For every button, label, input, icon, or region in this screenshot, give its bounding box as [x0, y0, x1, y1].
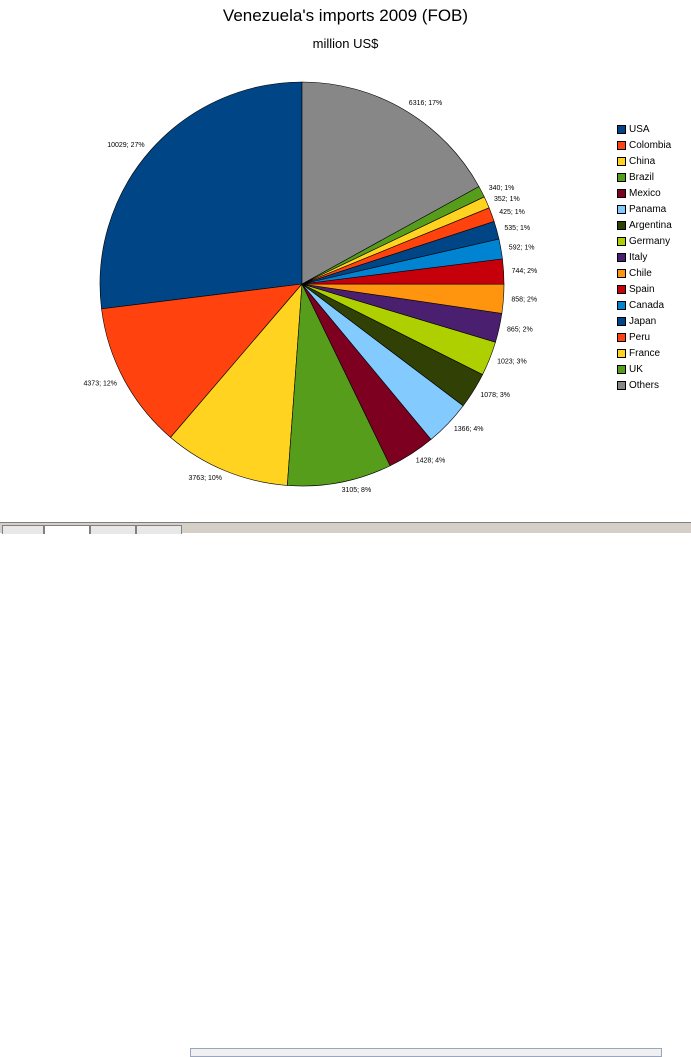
- pie-slice-china: [170, 283, 303, 486]
- legend-swatch: [617, 252, 626, 262]
- legend-label: France: [629, 347, 661, 359]
- legend-item: Colombia: [617, 137, 691, 153]
- pie-slice-colombia: [101, 283, 303, 438]
- legend-item: UK: [617, 361, 691, 377]
- legend-item: Peru: [617, 329, 691, 345]
- slice-label-peru: 425; 1%: [499, 209, 525, 216]
- slice-label-argentina: 1078; 3%: [480, 392, 510, 399]
- slice-label-mexico: 1428; 4%: [416, 458, 446, 465]
- slice-label-brazil: 3105; 8%: [342, 487, 372, 494]
- legend-label: China: [629, 155, 656, 167]
- legend-swatch: [617, 332, 626, 342]
- slice-label-canada: 592; 1%: [509, 245, 535, 252]
- chart-subtitle: million US$: [312, 36, 379, 51]
- legend-swatch: [617, 124, 626, 134]
- legend-label: Colombia: [629, 139, 672, 151]
- legend-swatch: [617, 364, 626, 374]
- horizontal-scrollbar[interactable]: [190, 1048, 662, 1057]
- legend-swatch: [617, 380, 626, 390]
- legend-label: USA: [629, 123, 650, 135]
- legend-swatch: [617, 140, 626, 150]
- legend-swatch: [617, 300, 626, 310]
- slice-label-usa: 10029; 27%: [107, 142, 144, 149]
- legend-label: Chile: [629, 267, 652, 279]
- legend-item: Brazil: [617, 169, 691, 185]
- pie-slices: [99, 81, 505, 487]
- legend-swatch: [617, 348, 626, 358]
- legend-label: Mexico: [629, 187, 661, 199]
- legend-swatch: [617, 172, 626, 182]
- slice-label-chile: 858; 2%: [511, 296, 537, 303]
- chart-legend: USA Colombia China Brazil Mexico Panama Argent…: [617, 121, 691, 393]
- legend-label: UK: [629, 363, 643, 375]
- legend-label: Canada: [629, 299, 665, 311]
- legend-item: USA: [617, 121, 691, 137]
- pie-slice-usa: [99, 81, 303, 310]
- legend-label: Germany: [629, 235, 671, 247]
- legend-label: Spain: [629, 283, 655, 295]
- slice-label-china: 3763; 10%: [189, 475, 222, 482]
- legend-label: Argentina: [629, 219, 672, 231]
- legend-label: Peru: [629, 331, 651, 343]
- legend-item: Italy: [617, 249, 691, 265]
- legend-label: Japan: [629, 315, 657, 327]
- legend-item: France: [617, 345, 691, 361]
- legend-item: Spain: [617, 281, 691, 297]
- legend-label: Others: [629, 379, 660, 391]
- legend-item: Argentina: [617, 217, 691, 233]
- legend-item: Japan: [617, 313, 691, 329]
- legend-item: Canada: [617, 297, 691, 313]
- pie-slice-others: [301, 81, 480, 285]
- slice-label-uk: 340; 1%: [489, 185, 515, 192]
- legend-swatch: [617, 204, 626, 214]
- sheet-tab-bar: [0, 522, 691, 1057]
- slice-label-japan: 535; 1%: [504, 225, 530, 232]
- legend-item: Others: [617, 377, 691, 393]
- sheet-tab[interactable]: [44, 525, 90, 534]
- legend-item: Germany: [617, 233, 691, 249]
- legend-swatch: [617, 188, 626, 198]
- legend-item: Panama: [617, 201, 691, 217]
- legend-item: China: [617, 153, 691, 169]
- slice-label-germany: 1023; 3%: [497, 359, 527, 366]
- legend-label: Brazil: [629, 171, 655, 183]
- slice-label-others: 6316; 17%: [409, 100, 442, 107]
- sheet-tab[interactable]: [136, 525, 182, 534]
- legend-swatch: [617, 220, 626, 230]
- legend-label: Italy: [629, 251, 648, 263]
- slice-label-spain: 744; 2%: [512, 268, 538, 275]
- pie-labels: 10029; 27% 4373; 12% 3763; 10% 3105; 8% 1428…: [84, 100, 538, 494]
- legend-label: Panama: [629, 203, 667, 215]
- legend-item: Mexico: [617, 185, 691, 201]
- sheet-tab[interactable]: [90, 525, 136, 534]
- legend-swatch: [617, 156, 626, 166]
- legend-swatch: [617, 284, 626, 294]
- slice-label-panama: 1366; 4%: [454, 426, 484, 433]
- legend-swatch: [617, 268, 626, 278]
- slice-label-france: 352; 1%: [494, 196, 520, 203]
- legend-swatch: [617, 316, 626, 326]
- legend-item: Chile: [617, 265, 691, 281]
- chart-title: Venezuela's imports 2009 (FOB): [222, 6, 469, 25]
- pie-slice-brazil: [286, 282, 391, 487]
- legend-swatch: [617, 236, 626, 246]
- slice-label-italy: 865; 2%: [507, 327, 533, 334]
- sheet-tab[interactable]: [2, 525, 44, 534]
- pie-chart: 10029; 27% 4373; 12% 3763; 10% 3105; 8% 1428…: [84, 81, 538, 494]
- slice-label-colombia: 4373; 12%: [84, 380, 117, 387]
